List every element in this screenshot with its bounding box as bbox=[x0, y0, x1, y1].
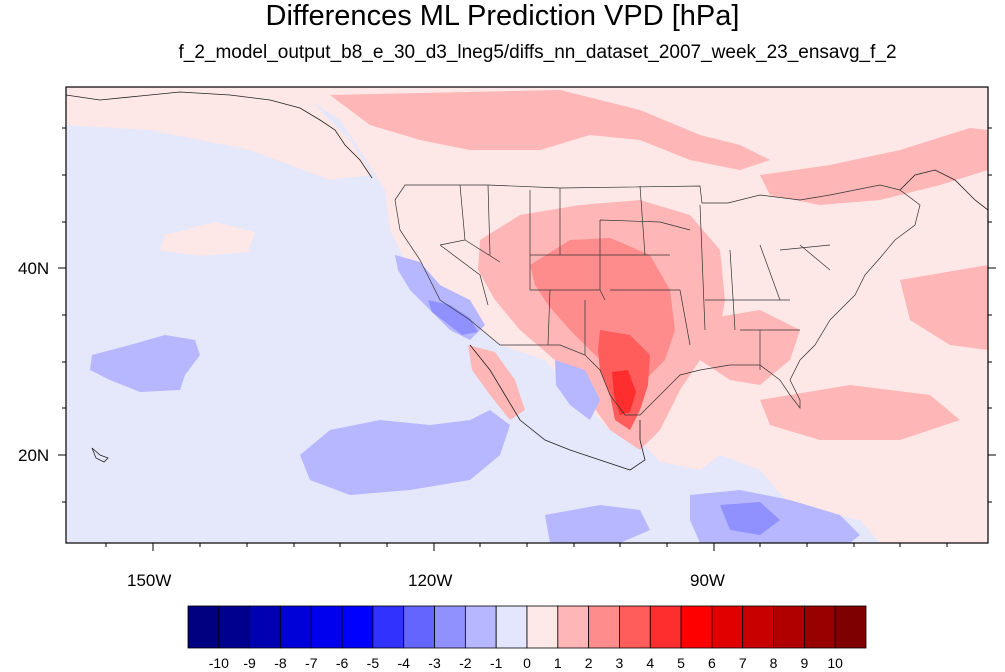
negative-region-california-strong bbox=[428, 300, 478, 335]
colorbar-tick-label: 8 bbox=[769, 655, 778, 671]
negative-region-caribbean-strong bbox=[720, 502, 780, 535]
difference-field bbox=[66, 87, 988, 543]
colorbar-swatch bbox=[341, 605, 374, 649]
axis-ticks bbox=[58, 127, 996, 551]
positive-region-southeast bbox=[700, 310, 800, 385]
colorbar-tick-label: 7 bbox=[738, 655, 747, 671]
colorbar-swatch bbox=[495, 605, 528, 649]
positive-region-east-canada bbox=[760, 128, 988, 205]
positive-region-atlantic bbox=[760, 385, 960, 440]
colorbar-tick-label: 3 bbox=[615, 655, 624, 671]
negative-region-east-pacific bbox=[300, 410, 510, 495]
lon-label-90w: 90W bbox=[690, 571, 725, 590]
political-boundaries bbox=[394, 184, 921, 416]
colorbar-swatch bbox=[464, 605, 497, 649]
colorbar-swatch bbox=[403, 605, 435, 649]
colorbar-tick-label: 1 bbox=[553, 655, 562, 671]
positive-region-atlantic-east bbox=[900, 265, 988, 350]
positive-region-baja bbox=[468, 345, 525, 420]
us-outline bbox=[394, 184, 921, 416]
lon-label-120w: 120W bbox=[408, 571, 453, 590]
colorbar-tick-label: 2 bbox=[584, 655, 593, 671]
positive-region-texas-core bbox=[612, 370, 636, 415]
colorbar-swatch bbox=[588, 605, 620, 649]
negative-region-tropics bbox=[545, 505, 650, 543]
colorbar-tick-label: -8 bbox=[274, 655, 287, 671]
colorbar-swatch bbox=[372, 605, 405, 649]
colorbar-tick-label: -10 bbox=[208, 655, 229, 671]
lat-label-20n: 20N bbox=[18, 446, 50, 465]
canada-east-coast bbox=[899, 169, 988, 211]
colorbar-swatch bbox=[711, 605, 744, 649]
chart-subtitle: f_2_model_output_b8_e_30_d3_lneg5/diffs_… bbox=[178, 42, 897, 63]
colorbar-swatch bbox=[619, 605, 651, 649]
colorbar-swatch bbox=[526, 605, 559, 649]
state-lines bbox=[439, 184, 831, 370]
colorbar-swatch bbox=[187, 605, 220, 649]
colorbar-tick-label: -4 bbox=[397, 655, 410, 671]
colorbar-swatch bbox=[249, 605, 281, 649]
colorbar-swatch bbox=[557, 605, 590, 649]
colorbar-tick-label: 4 bbox=[646, 655, 655, 671]
colorbar-swatch bbox=[280, 605, 312, 649]
colorbar-swatch bbox=[310, 605, 343, 649]
colorbar-tick-label: -6 bbox=[335, 655, 349, 671]
chart-title: Differences ML Prediction VPD [hPa] bbox=[265, 0, 740, 32]
colorbar-swatch bbox=[434, 605, 466, 649]
colorbar-tick-label: 9 bbox=[800, 655, 809, 671]
colorbar bbox=[187, 605, 867, 649]
colorbar-tick-label: 6 bbox=[708, 655, 716, 671]
negative-region-hawaii-ne bbox=[90, 335, 200, 392]
colorbar-swatch bbox=[680, 605, 713, 649]
colorbar-tick-label: -9 bbox=[243, 655, 256, 671]
colorbar-swatch bbox=[742, 605, 774, 649]
lon-label-150w: 150W bbox=[127, 571, 172, 590]
positive-region-alaska bbox=[66, 87, 372, 180]
lat-label-40n: 40N bbox=[18, 259, 50, 278]
coastlines bbox=[66, 91, 988, 471]
colorbar-swatch bbox=[649, 605, 682, 649]
colorbar-tick-label: -2 bbox=[459, 655, 472, 671]
positive-region-pacific bbox=[160, 222, 255, 256]
colorbar-tick-label: -1 bbox=[489, 655, 503, 671]
colorbar-swatch bbox=[773, 605, 805, 649]
colorbar-swatch bbox=[803, 605, 836, 649]
negative-region-gulf bbox=[555, 360, 600, 420]
positive-region-canada bbox=[330, 90, 770, 170]
alaska-coast bbox=[66, 91, 373, 179]
colorbar-tick-label: -5 bbox=[366, 655, 380, 671]
hawaii bbox=[91, 447, 109, 463]
colorbar-tick-label: 10 bbox=[827, 655, 843, 671]
mexico-coast bbox=[469, 344, 646, 471]
colorbar-swatch bbox=[218, 605, 251, 649]
colorbar-tick-label: -3 bbox=[428, 655, 441, 671]
colorbar-tick-label: 0 bbox=[523, 655, 531, 671]
colorbar-tick-label: -7 bbox=[305, 655, 318, 671]
colorbar-swatch bbox=[834, 605, 867, 649]
colorbar-tick-label: 5 bbox=[677, 655, 685, 671]
